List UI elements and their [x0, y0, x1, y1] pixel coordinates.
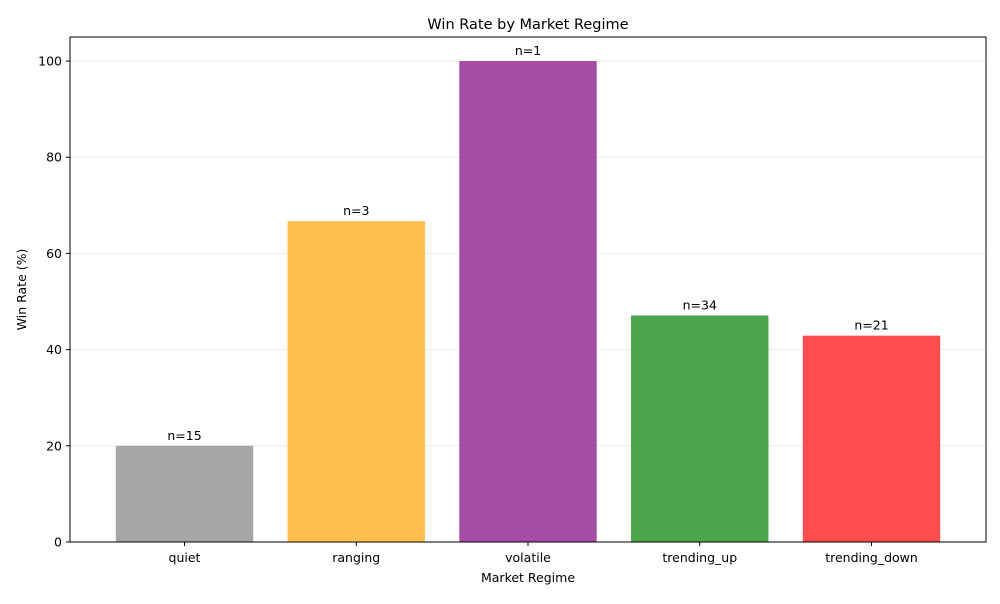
y-tick-label: 60 — [46, 246, 62, 261]
x-tick-label: volatile — [505, 550, 551, 565]
bar-trending_up — [631, 315, 769, 542]
y-tick-label: 40 — [46, 342, 62, 357]
chart-title: Win Rate by Market Regime — [427, 17, 628, 33]
y-axis-ticks: 0 20 40 60 80 100 — [38, 54, 70, 550]
x-tick-label: quiet — [169, 550, 201, 565]
y-tick-label: 100 — [38, 54, 62, 69]
x-axis-ticks: quiet ranging volatile trending_up trending_… — [169, 542, 918, 565]
bar-label-volatile: n=1 — [515, 43, 541, 58]
y-axis-label: Win Rate (%) — [14, 249, 29, 331]
bar-quiet — [115, 445, 254, 542]
y-tick-label: 80 — [46, 150, 62, 165]
bar-volatile — [459, 61, 597, 543]
bar-ranging — [287, 221, 425, 542]
bar-label-ranging: n=3 — [343, 203, 369, 218]
x-tick-label: ranging — [332, 550, 380, 565]
x-tick-label: trending_up — [662, 550, 737, 565]
y-tick-label: 0 — [54, 535, 62, 550]
bar-label-quiet: n=15 — [167, 428, 201, 443]
bar-label-trending_up: n=34 — [683, 297, 717, 312]
bar-label-trending_down: n=21 — [854, 318, 888, 333]
bars — [115, 61, 941, 543]
x-axis-label: Market Regime — [481, 570, 575, 585]
x-tick-label: trending_down — [825, 550, 918, 565]
y-tick-label: 20 — [46, 438, 62, 453]
bar-trending_down — [802, 335, 941, 542]
bar-count-labels: n=15 n=3 n=1 n=34 n=21 — [167, 43, 888, 443]
